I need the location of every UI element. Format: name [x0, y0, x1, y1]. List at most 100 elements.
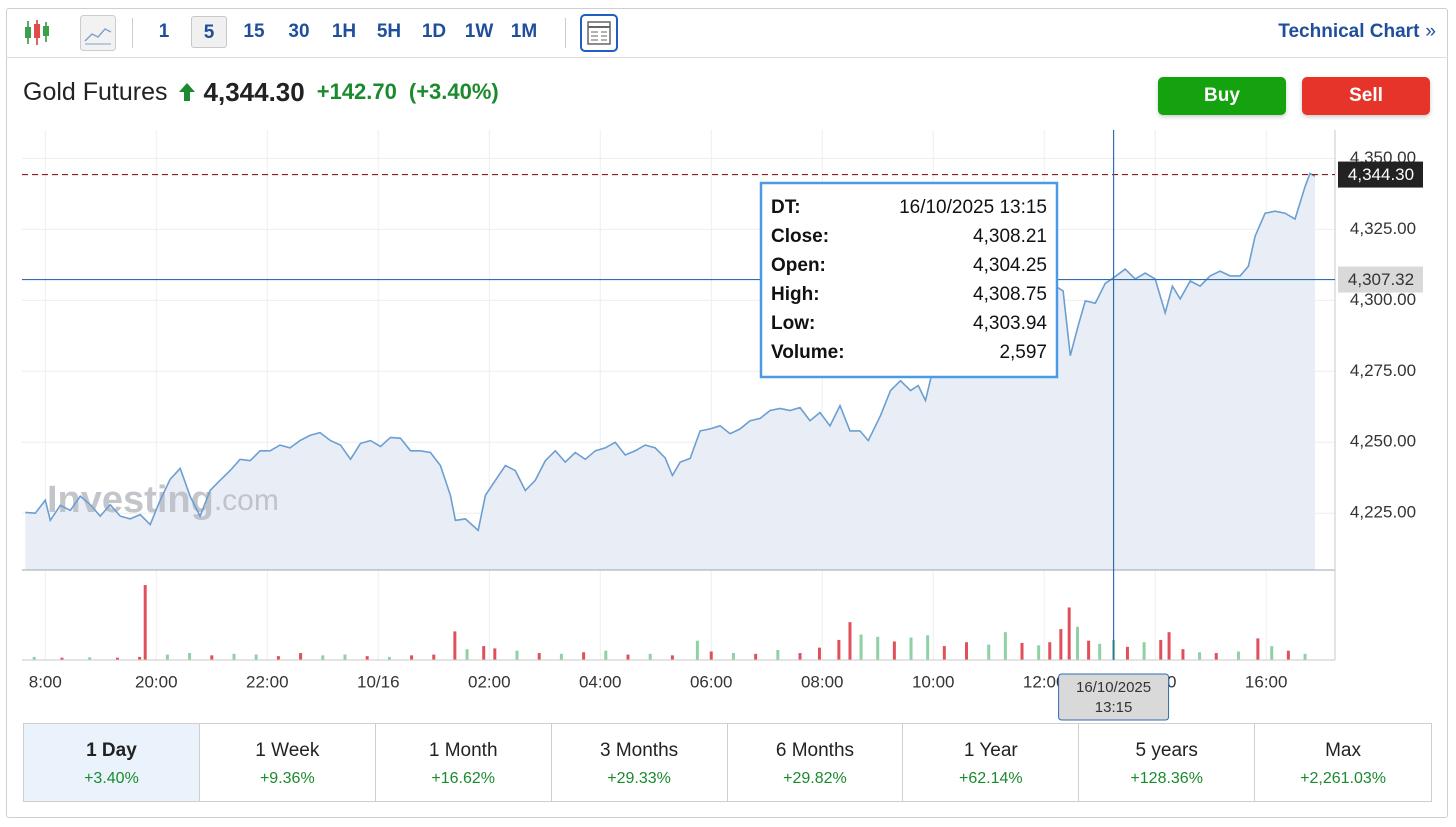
period-label[interactable]: 1 Year	[963, 740, 1018, 761]
tooltip-value: 4,303.94	[973, 313, 1047, 334]
volume-bar	[210, 655, 214, 660]
period-change[interactable]: +29.82%	[783, 770, 847, 787]
volume-bar	[1159, 639, 1163, 660]
volume-bar	[798, 653, 802, 660]
interval-button[interactable]: 1M	[510, 21, 538, 42]
tooltip-label: Low:	[771, 313, 815, 334]
separator	[132, 18, 133, 48]
volume-bar	[482, 646, 486, 660]
price-change-percent: (+3.40%)	[408, 79, 499, 104]
tooltip-label: Open:	[771, 255, 826, 276]
last-price: 4,344.30	[203, 76, 305, 107]
volume-bar	[1303, 653, 1307, 660]
period-change[interactable]: +16.62%	[431, 770, 495, 787]
tooltip-value: 4,304.25	[973, 255, 1047, 276]
volume-bar	[1198, 652, 1202, 660]
period-change[interactable]: +29.33%	[607, 770, 671, 787]
crosshair-x-time: 13:15	[1095, 699, 1133, 716]
x-tick-label: 08:00	[801, 672, 844, 691]
period-label[interactable]: 1 Day	[86, 740, 137, 761]
interval-button[interactable]: 1	[158, 21, 170, 42]
volume-bar	[670, 655, 674, 660]
period-label[interactable]: 5 years	[1135, 740, 1198, 761]
tooltip-label: High:	[771, 284, 820, 305]
volume-bar	[537, 653, 541, 660]
period-change[interactable]: +128.36%	[1130, 770, 1203, 787]
link-text[interactable]: Technical Chart	[1278, 21, 1420, 42]
period-change[interactable]: +9.36%	[259, 770, 315, 787]
volume-bar	[1125, 646, 1129, 660]
tooltip-label: Close:	[771, 226, 829, 247]
buy-button[interactable]: Buy	[1158, 77, 1286, 115]
interval-button[interactable]: 15	[243, 21, 265, 42]
volume-bar	[817, 647, 821, 660]
volume-bar	[892, 641, 896, 660]
volume-bar	[859, 634, 863, 660]
crosshair-x-date: 16/10/2025	[1076, 679, 1151, 696]
volume-bar	[695, 640, 699, 660]
volume-bar	[1181, 649, 1185, 660]
volume-bar	[138, 656, 142, 660]
interval-button[interactable]: 5H	[376, 21, 402, 42]
period-tab[interactable]: 5 years +128.36%	[1079, 724, 1256, 801]
volume-bar	[299, 653, 303, 660]
volume-bar	[926, 635, 930, 660]
interval-button[interactable]: 1H	[331, 21, 357, 42]
volume-bar	[1076, 626, 1080, 660]
period-tab[interactable]: 6 Months +29.82%	[728, 724, 904, 801]
y-tick-label: 4,325.00	[1350, 219, 1416, 238]
volume-bar	[1142, 642, 1146, 660]
period-label[interactable]: 1 Week	[255, 740, 320, 761]
crosshair-y-label: 4,307.32	[1348, 270, 1414, 289]
volume-bar	[1270, 646, 1274, 660]
x-tick-label: 06:00	[690, 672, 733, 691]
volume-bar	[88, 657, 92, 660]
volume-bar	[559, 653, 563, 660]
period-label[interactable]: Max	[1325, 740, 1362, 761]
period-change[interactable]: +2,261.03%	[1300, 770, 1386, 787]
sell-button[interactable]: Sell	[1302, 77, 1430, 115]
period-tab[interactable]: 1 Day +3.40%	[24, 724, 200, 801]
link-arrow[interactable]: »	[1425, 21, 1436, 42]
period-label[interactable]: 1 Month	[428, 740, 498, 761]
candlestick-icon[interactable]	[22, 18, 52, 48]
interval-button[interactable]: 30	[288, 21, 310, 42]
volume-bar	[1236, 651, 1240, 660]
volume-bar	[942, 646, 946, 660]
volume-bar	[1087, 640, 1091, 660]
tooltip-box	[759, 181, 1059, 379]
volume-bar	[965, 642, 969, 660]
period-tab[interactable]: 1 Month +16.62%	[376, 724, 552, 801]
period-label[interactable]: 3 Months	[599, 740, 679, 761]
volume-bar	[731, 653, 735, 660]
period-tab[interactable]: 1 Week +9.36%	[200, 724, 376, 801]
technical-chart-link[interactable]: Technical Chart»	[1278, 21, 1436, 43]
period-tab[interactable]: Max +2,261.03%	[1255, 724, 1431, 801]
x-tick-label: 8:00	[29, 672, 62, 691]
interval-button[interactable]: 1D	[421, 21, 447, 42]
volume-bar	[776, 649, 780, 660]
volume-bar	[582, 652, 586, 660]
interval-button[interactable]: 5	[191, 16, 227, 48]
volume-bar	[387, 656, 391, 660]
interval-button[interactable]: 1W	[464, 21, 494, 42]
volume-bar	[626, 654, 630, 660]
volume-bar	[343, 654, 347, 660]
volume-bar	[515, 650, 519, 660]
volume-bar	[876, 636, 880, 660]
period-change[interactable]: +3.40%	[84, 770, 139, 787]
volume-bar	[709, 651, 713, 660]
period-label[interactable]: 6 Months	[775, 740, 855, 761]
line-chart-icon[interactable]	[80, 15, 116, 51]
period-tab[interactable]: 1 Year +62.14%	[903, 724, 1080, 801]
volume-bar	[232, 653, 236, 660]
x-tick-label: 20:00	[135, 672, 178, 691]
volume-bar	[143, 585, 147, 660]
period-tab[interactable]: 3 Months +29.33%	[552, 724, 728, 801]
volume-bar	[276, 656, 280, 660]
layout-icon[interactable]	[580, 14, 618, 52]
last-price-label: 4,344.30	[1348, 165, 1414, 184]
volume-bar	[115, 657, 119, 660]
x-tick-label: 22:00	[246, 672, 289, 691]
period-change[interactable]: +62.14%	[959, 770, 1023, 787]
